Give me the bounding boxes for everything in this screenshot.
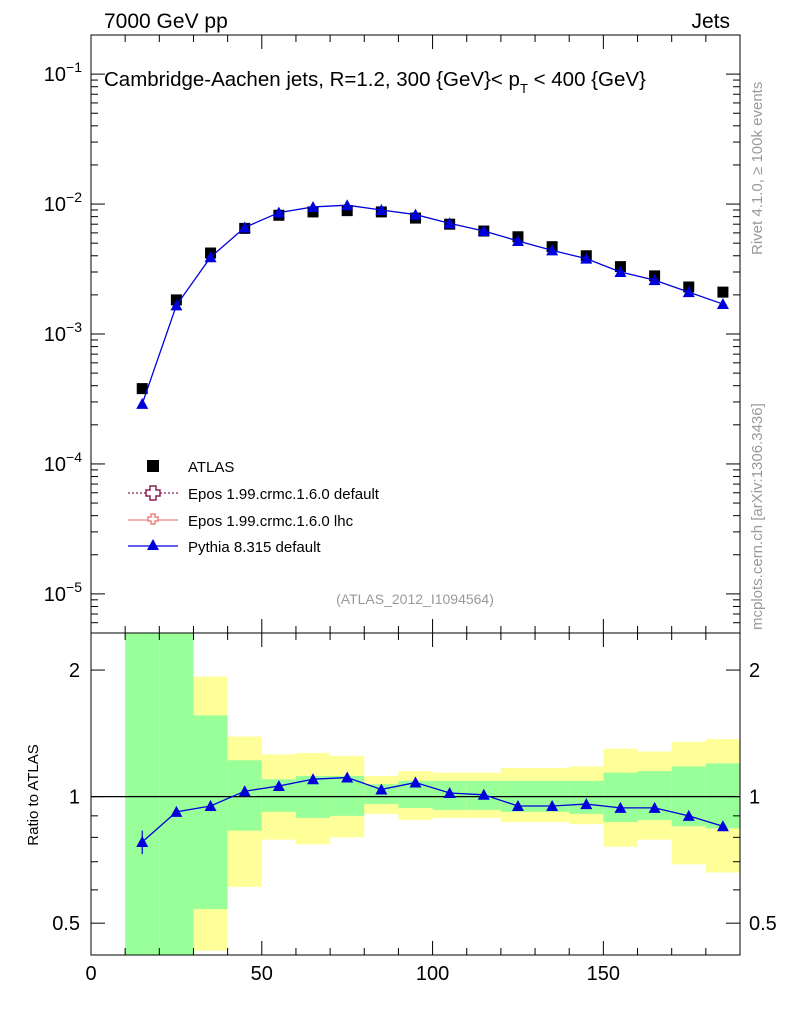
x-tick-label: 50: [251, 963, 273, 985]
plot-title: Cambridge-Aachen jets, R=1.2, 300 {GeV}<…: [104, 68, 646, 96]
legend-marker-epos-default: [145, 485, 161, 501]
ratio-y-tick-label: 2: [69, 660, 80, 682]
atlas-point: [717, 286, 729, 298]
ratio-pythia-point: [546, 799, 559, 811]
ratio-pythia-point: [307, 773, 320, 785]
pythia-point: [375, 204, 388, 216]
legend-label-pythia: Pythia 8.315 default: [188, 539, 321, 556]
pythia-point: [477, 225, 490, 237]
ratio-y-tick-label: 1: [69, 787, 80, 809]
ratio-y-tick-label-right: 2: [749, 660, 760, 682]
ratio-bands: [91, 633, 740, 955]
ratio-y-tick-label-right: 0.5: [749, 913, 777, 935]
ratio-pythia-point: [204, 799, 217, 811]
pythia-line: [141, 204, 724, 405]
analysis-watermark: (ATLAS_2012_I1094564): [336, 591, 494, 607]
ratio-pythia-point: [511, 799, 524, 811]
ratio-pythia-point: [238, 785, 251, 797]
main-y-tick-label: 10−5: [44, 579, 82, 606]
ratio-y-tick-label: 0.5: [52, 913, 80, 935]
ratio-band-green: [330, 775, 365, 816]
legend-label-epos-default: Epos 1.99.crmc.1.6.0 default: [188, 486, 380, 503]
ratio-pythia-point: [614, 801, 627, 813]
legend-marker-atlas: [147, 460, 159, 472]
main-y-tick-label: 10−2: [44, 189, 82, 216]
header-right: Jets: [691, 10, 730, 33]
x-tick-label: 100: [416, 963, 449, 985]
ratio-pythia-point: [682, 809, 695, 821]
ratio-pythia-point: [341, 771, 354, 783]
ratio-y-tick-label-right: 1: [749, 787, 760, 809]
ratio-pythia-point: [580, 798, 593, 810]
ratio-pythia-point: [648, 801, 661, 813]
pythia-point: [170, 299, 183, 311]
axis-ticks: 0 50 100 150 10−1 10−2 10−3 10−4 10−5 2 2 1 1 0.5 0.5: [44, 34, 777, 985]
ratio-band-green: [705, 763, 740, 829]
ratio-pythia-point: [272, 779, 285, 791]
main-y-tick-label: 10−3: [44, 319, 82, 346]
ratio-band-green: [159, 633, 194, 955]
atlas-point: [136, 383, 148, 395]
ratio-pythia-point: [716, 820, 729, 832]
pythia-point: [341, 199, 354, 211]
ratio-ylabel: Ratio to ATLAS: [25, 744, 42, 845]
ratio-pythia-point: [477, 788, 490, 800]
legend-label-atlas: ATLAS: [188, 459, 234, 476]
pythia-point: [511, 234, 524, 246]
pythia-point: [682, 286, 695, 298]
atlas-point: [341, 205, 353, 217]
legend-marker-epos-lhc: [147, 513, 159, 525]
pythia-point: [648, 274, 661, 286]
ratio-pythia-line: [141, 776, 724, 843]
ratio-pythia-point: [136, 835, 149, 847]
pythia-point: [272, 206, 285, 218]
pythia-point: [307, 200, 320, 212]
pythia-point: [238, 221, 251, 233]
x-tick-label: 150: [587, 963, 620, 985]
x-tick-label: 0: [85, 963, 96, 985]
ratio-pythia-point: [443, 786, 456, 798]
main-y-tick-label: 10−4: [44, 449, 82, 476]
ratio-pythia-point: [409, 776, 422, 788]
pythia-point: [546, 244, 559, 256]
pythia-point: [409, 208, 422, 220]
main-y-tick-label: 10−1: [44, 59, 82, 86]
pythia-point: [716, 298, 729, 310]
ratio-band-green: [603, 772, 638, 823]
pythia-point: [443, 217, 456, 229]
legend-label-epos-lhc: Epos 1.99.crmc.1.6.0 lhc: [188, 513, 354, 530]
legend-marker-pythia: [147, 539, 159, 550]
pythia-point: [136, 397, 149, 409]
ratio-band-green: [125, 633, 160, 955]
pythia-point: [204, 251, 217, 263]
pythia-point: [580, 252, 593, 264]
rivet-label: Rivet 4.1.0, ≥ 100k events: [749, 82, 766, 255]
legend: ATLAS Epos 1.99.crmc.1.6.0 default Epos …: [128, 459, 380, 556]
header-left: 7000 GeV pp: [104, 10, 228, 33]
pythia-point: [614, 266, 627, 278]
ratio-plot-frame: [90, 632, 741, 956]
data-marks: [136, 199, 729, 855]
ratio-band-green: [193, 715, 228, 910]
mcplots-label: mcplots.cern.ch [arXiv:1306.3436]: [749, 403, 766, 630]
ratio-pythia-point: [375, 783, 388, 795]
ratio-pythia-point: [170, 805, 183, 817]
